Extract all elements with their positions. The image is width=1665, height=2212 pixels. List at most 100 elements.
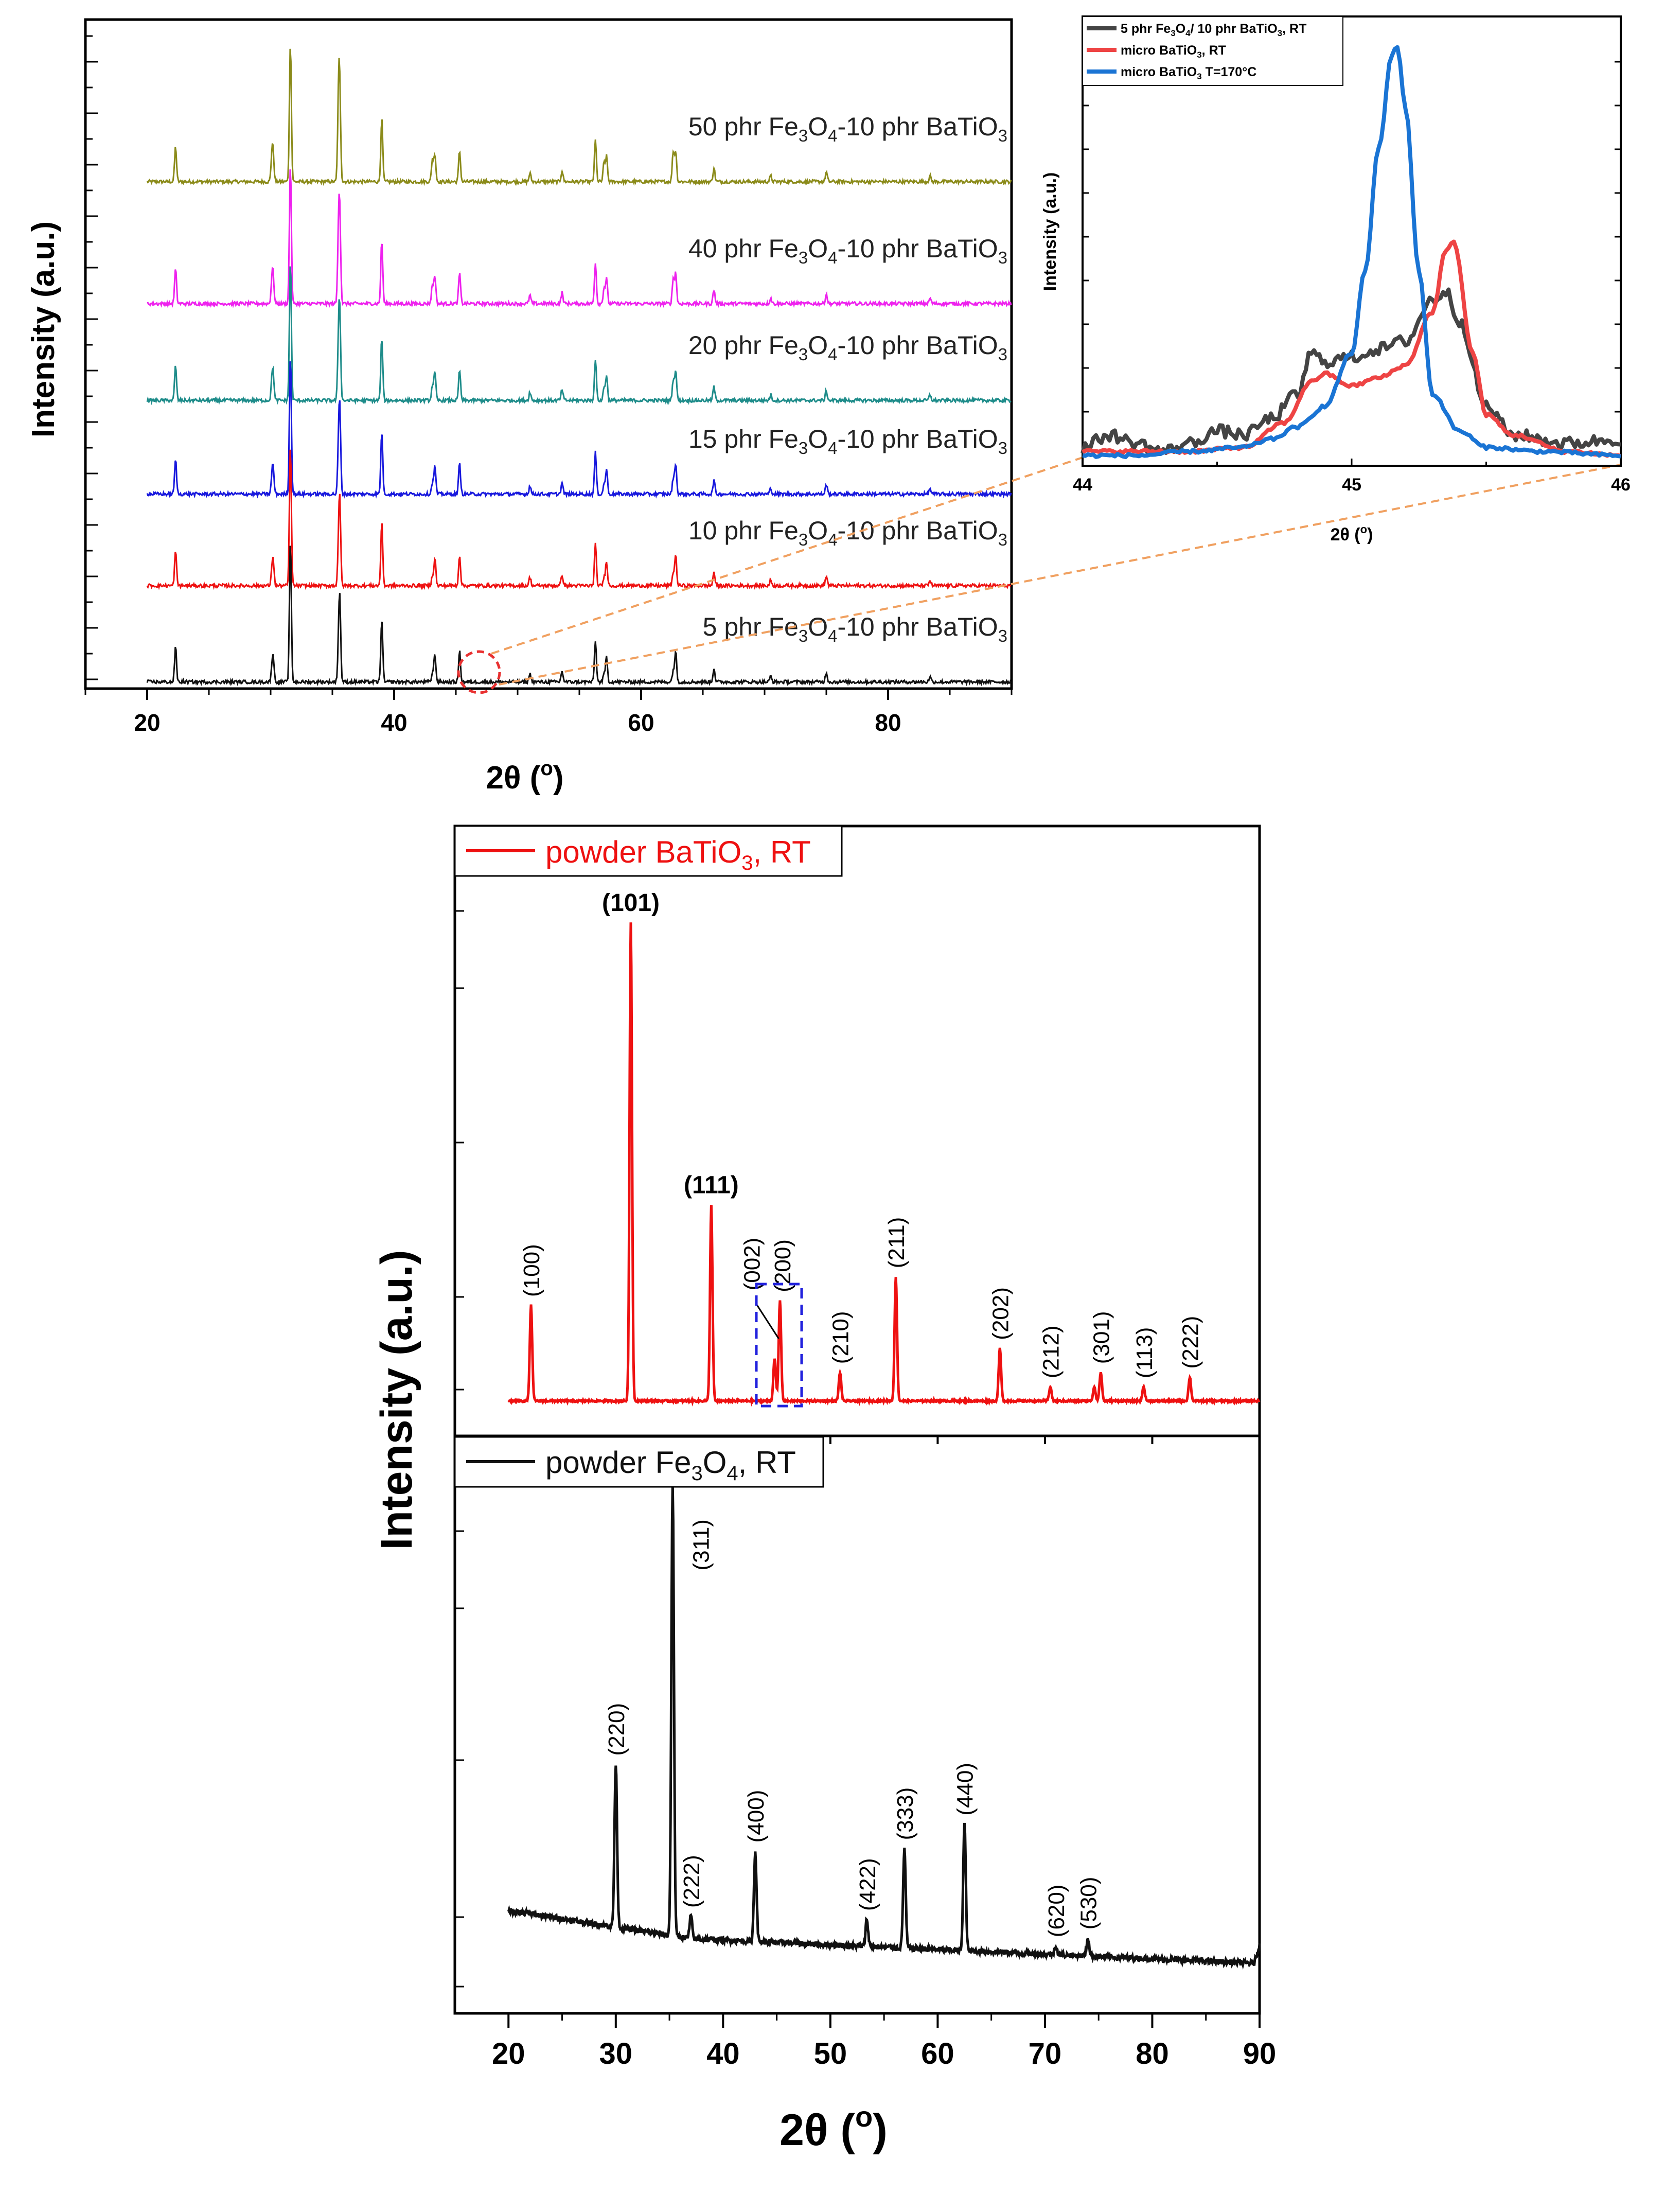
powder-batio3-line [507,922,1261,1407]
label-part-mid2: -10 phr BaTiO [837,331,998,360]
composites-x-ticks: 20 40 60 80 [84,689,1013,736]
powder-fe3o4-line [507,1484,1261,1970]
label-part-mid1: O [808,234,828,263]
label-part-mid2: -10 phr BaTiO [837,234,998,263]
composites-x-tick-label: 20 [134,709,160,736]
fe3o4-peak-label: (220) [604,1703,629,1756]
label-part-s3: 3 [998,438,1007,458]
label-part-pre: 5 phr Fe [703,612,799,641]
fe3o4-peak-label: (222) [679,1855,704,1908]
inset-x-tick-label: 45 [1342,475,1361,495]
fe3o4-peak-label: (440) [953,1763,978,1816]
batio3-peak-label: (101) [602,889,660,917]
composites-y-axis-label: Intensity (a.u.) [26,221,61,437]
composites-series-line [146,449,1012,591]
label-part-s3: 3 [998,530,1007,549]
label-part-s2: 4 [828,248,837,267]
label-part-mid2: / 10 phr BaTiO [1191,22,1278,36]
composites-series-label: 10 phr Fe3O4-10 phr BaTiO3 [688,516,1007,549]
composites-x-label-close: ) [553,760,564,796]
batio3-peak-label: (111) [684,1172,739,1199]
fe3o4-peak-label: (422) [855,1858,880,1911]
powder-batio3-legend-label: powder BaTiO3, RT [545,835,811,874]
composites-series-label: 50 phr Fe3O4-10 phr BaTiO3 [688,112,1007,145]
label-part-mid1: O [808,612,828,641]
powders-x-tick-label: 70 [1029,2037,1062,2070]
powders-ticks: 20 30 40 50 60 70 80 90 [455,910,1277,2070]
label-part-s2: 4 [828,626,837,645]
powder-fe3o4-legend-pre: powder Fe [545,1445,691,1480]
label-part-post: , RT [1202,43,1226,58]
composites-series-line [146,546,1012,687]
powder-fe3o4-legend-post: , RT [738,1445,796,1480]
batio3-split-peak-box [755,1283,803,1408]
powder-batio3-legend-sub: 3 [741,852,753,874]
inset-x-label-close: ) [1367,525,1373,545]
label-part-s1: 3 [799,530,808,549]
powders-x-label-main: 2θ ( [780,2105,855,2155]
powders-x-tick-label: 60 [921,2037,954,2070]
zoom-guide-line-lower [499,464,1621,686]
inset-legend-box [1082,16,1343,86]
label-part-pre: 15 phr Fe [688,425,799,453]
label-part-mid1: O [1176,22,1185,36]
composites-series-line [146,48,1012,186]
label-part-post: T=170°C [1202,65,1257,79]
powders-x-label-degree: o [855,2100,873,2133]
composites-y-ticks [85,35,98,680]
powders-plot-frame [453,824,1261,2015]
inset-series-line [1081,287,1621,456]
label-part-pre: 50 phr Fe [688,112,799,141]
powders-series-group [507,922,1261,1970]
label-part-s2: 4 [828,126,837,145]
inset-x-tick-label: 46 [1611,475,1631,495]
label-part-s2: 4 [828,345,837,364]
inset-ticks: 44 45 46 [1073,61,1631,495]
composites-x-tick-label: 80 [875,709,901,736]
powders-x-tick-label: 90 [1243,2037,1277,2070]
label-part-mid1: O [808,516,828,545]
powders-x-tick-label: 50 [814,2037,847,2070]
label-part-s1: 3 [799,438,808,458]
label-part-mid2: -10 phr BaTiO [837,612,998,641]
zoom-region-circle [457,650,501,694]
composites-x-axis-label: 2θ (o) [486,757,564,796]
label-part-s1: 3 [1197,72,1201,81]
label-part-mid2: -10 phr BaTiO [837,425,998,453]
inset-x-tick-label: 44 [1073,475,1092,495]
label-part-pre: 5 phr Fe [1121,22,1171,36]
powders-x-tick-label: 20 [492,2037,525,2070]
label-part-s3: 3 [998,345,1007,364]
inset-series-line [1082,45,1621,460]
powders-x-tick-label: 80 [1136,2037,1169,2070]
fe3o4-peak-label: (333) [893,1787,918,1840]
label-part-pre: 10 phr Fe [688,516,799,545]
label-part-pre: micro BaTiO [1121,65,1197,79]
batio3-peak-label: (301) [1089,1311,1114,1364]
label-part-pre: 20 phr Fe [688,331,799,360]
composites-x-label-main: 2θ ( [486,760,541,796]
label-part-s1: 3 [1197,50,1201,60]
powders-chart: 20 30 40 50 60 70 80 90 (100) (101) (111) (002) (20… [372,824,1277,2155]
batio3-peak-label: (210) [828,1311,854,1364]
powder-batio3-legend-post: , RT [753,835,811,869]
label-part-s3: 3 [998,248,1007,267]
inset-legend-label: micro BaTiO3 T=170°C [1121,65,1256,81]
powder-fe3o4-legend-sub1: 3 [691,1462,702,1485]
label-part-s1: 3 [799,248,808,267]
inset-chart: 44 45 46 5 phr Fe3O4/ 10 phr BaTiO3, RTmic… [1040,15,1631,545]
label-part-pre: micro BaTiO [1121,43,1197,58]
label-part-pre: 40 phr Fe [688,234,799,263]
composites-series-label: 15 phr Fe3O4-10 phr BaTiO3 [688,425,1007,458]
composites-x-tick-label: 60 [628,709,654,736]
label-part-mid1: O [808,331,828,360]
powder-fe3o4-legend-mid: O [703,1445,727,1480]
label-part-s1: 3 [799,126,808,145]
label-part-s2: 4 [828,530,837,549]
batio3-peak-label: (202) [988,1287,1013,1340]
powders-x-tick-label: 40 [706,2037,740,2070]
composites-series-label: 40 phr Fe3O4-10 phr BaTiO3 [688,234,1007,267]
